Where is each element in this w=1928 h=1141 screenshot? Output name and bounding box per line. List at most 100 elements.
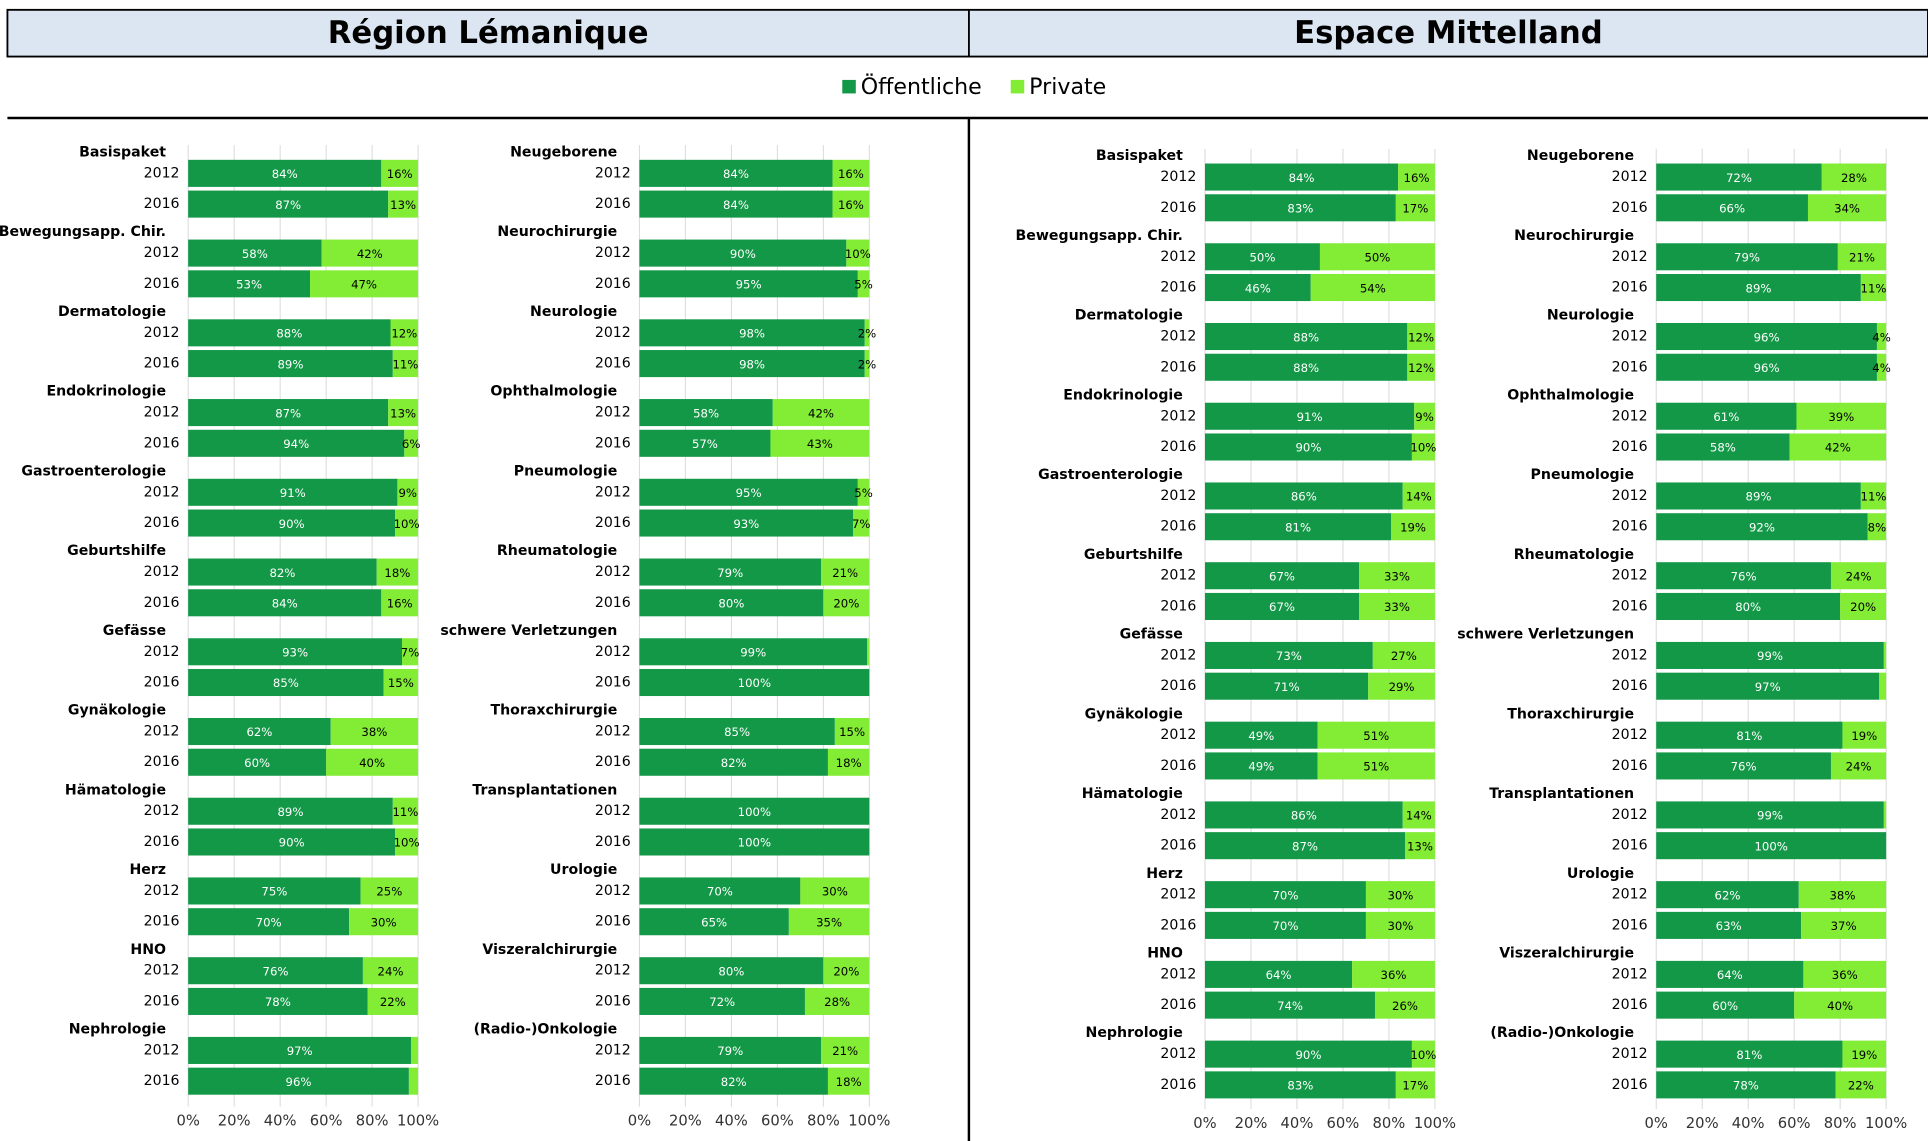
- bar-segment: [1204, 881, 1366, 909]
- bar-segment: [864, 319, 870, 347]
- y-tick-label: 2012: [144, 325, 180, 341]
- value-label: 17%: [1402, 1079, 1428, 1093]
- value-label: 21%: [832, 1044, 858, 1058]
- value-label: 78%: [265, 995, 291, 1009]
- value-label: 20%: [1850, 600, 1876, 614]
- value-label: 88%: [276, 327, 302, 341]
- value-label: 86%: [1291, 490, 1317, 504]
- bar-segment: [1204, 672, 1369, 700]
- group-label: Bewegungsapp. Chir.: [1016, 228, 1183, 244]
- bar-segment: [827, 748, 870, 776]
- bar-segment: [1837, 243, 1887, 271]
- group-label: Gastroenterologie: [1038, 467, 1183, 483]
- value-label: 90%: [279, 517, 305, 531]
- x-tick-label: 60%: [1778, 1115, 1811, 1132]
- value-label: 10%: [1410, 441, 1436, 455]
- bar-segment: [1204, 801, 1403, 829]
- y-tick-label: 2016: [1612, 678, 1648, 694]
- bar-segment: [188, 589, 382, 617]
- y-tick-label: 2012: [144, 963, 180, 979]
- y-tick-label: 2012: [1160, 966, 1196, 982]
- value-label: 70%: [1272, 888, 1298, 902]
- x-tick-label: 40%: [264, 1112, 297, 1129]
- value-label: 19%: [1851, 1048, 1877, 1062]
- x-tick-label: 100%: [1414, 1115, 1456, 1132]
- bar-segment: [376, 558, 419, 586]
- group-label: Ophthalmologie: [490, 384, 617, 400]
- y-tick-label: 2012: [144, 644, 180, 660]
- bar-segment: [1398, 163, 1435, 191]
- bar-segment: [1317, 752, 1435, 780]
- y-tick-label: 2016: [144, 834, 180, 850]
- value-label: 16%: [838, 167, 864, 181]
- bar-segment: [1801, 911, 1887, 939]
- y-tick-label: 2016: [1612, 598, 1648, 614]
- value-label: 16%: [387, 167, 413, 181]
- bar-segment: [800, 877, 870, 905]
- bar-segment: [188, 478, 398, 506]
- value-label: 96%: [286, 1075, 312, 1089]
- bar-segment: [639, 908, 789, 936]
- bar-segment: [1830, 562, 1887, 590]
- bar-segment: [188, 350, 393, 378]
- value-label: 30%: [1387, 919, 1413, 933]
- y-tick-label: 2016: [144, 754, 180, 770]
- bar-segment: [639, 319, 865, 347]
- group-label: Gynäkologie: [1085, 706, 1183, 722]
- value-label: 95%: [736, 278, 762, 292]
- bar-segment: [1391, 513, 1435, 541]
- value-label: 27%: [1391, 649, 1417, 663]
- bar-segment: [1368, 672, 1435, 700]
- value-label: 10%: [394, 836, 420, 850]
- bar-segment: [639, 478, 858, 506]
- y-tick-label: 2016: [1160, 359, 1196, 375]
- y-tick-label: 2016: [1612, 997, 1648, 1013]
- value-label: 40%: [359, 756, 385, 770]
- bar-segment: [639, 190, 833, 218]
- y-tick-label: 2016: [1160, 758, 1196, 774]
- value-label: 87%: [275, 406, 301, 420]
- y-tick-label: 2016: [144, 993, 180, 1009]
- x-tick-label: 80%: [1824, 1115, 1857, 1132]
- y-tick-label: 2012: [1160, 887, 1196, 903]
- y-tick-label: 2012: [1612, 329, 1648, 345]
- value-label: 96%: [1754, 330, 1780, 344]
- x-tick-label: 60%: [761, 1112, 794, 1129]
- bar-segment: [1789, 433, 1887, 461]
- y-tick-label: 2016: [1612, 758, 1648, 774]
- value-label: 96%: [1754, 361, 1780, 375]
- bar-segment: [1204, 194, 1396, 222]
- value-label: 94%: [283, 437, 309, 451]
- value-label: 58%: [242, 247, 268, 261]
- bar-segment: [1835, 1071, 1887, 1099]
- y-tick-label: 2016: [1160, 439, 1196, 455]
- value-label: 34%: [1834, 202, 1860, 216]
- bar-segment: [1365, 881, 1435, 909]
- value-label: 80%: [718, 964, 744, 978]
- bar-segment: [1407, 322, 1435, 351]
- value-label: 47%: [351, 278, 377, 292]
- y-tick-label: 2016: [595, 993, 631, 1009]
- value-label: 40%: [1827, 999, 1853, 1013]
- value-label: 81%: [1285, 520, 1311, 534]
- y-tick-label: 2012: [144, 165, 180, 181]
- bar-segment: [1867, 513, 1887, 541]
- value-label: 30%: [1387, 888, 1413, 902]
- bar-segment: [1798, 881, 1887, 909]
- bar-segment: [1365, 911, 1435, 939]
- bar-segment: [827, 1067, 870, 1095]
- y-tick-label: 2016: [595, 754, 631, 770]
- group-label: Basispaket: [79, 144, 166, 160]
- bar-segment: [1656, 801, 1884, 829]
- group-label: Basispaket: [1096, 148, 1183, 164]
- y-tick-label: 2012: [144, 484, 180, 500]
- bar-segment: [1204, 592, 1360, 620]
- y-tick-label: 2012: [1612, 966, 1648, 982]
- x-tick-label: 0%: [1193, 1115, 1216, 1132]
- bar-segment: [1204, 641, 1373, 669]
- y-tick-label: 2012: [1160, 408, 1196, 424]
- bar-segment: [1402, 801, 1435, 829]
- value-label: 61%: [1713, 410, 1739, 424]
- value-label: 63%: [1716, 919, 1742, 933]
- bar-segment: [188, 319, 391, 347]
